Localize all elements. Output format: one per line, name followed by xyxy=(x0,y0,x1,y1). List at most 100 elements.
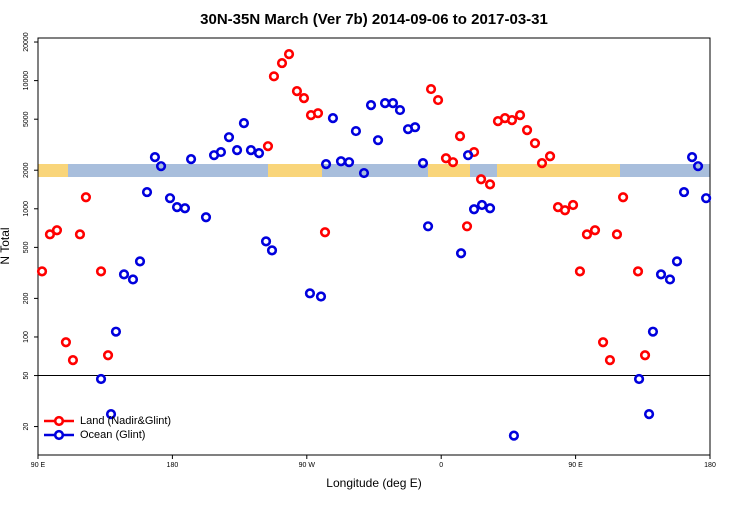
point xyxy=(574,266,586,277)
point xyxy=(664,274,676,285)
x-tick-label: 90 E xyxy=(31,462,46,469)
point xyxy=(604,355,616,366)
point xyxy=(655,269,667,280)
point xyxy=(350,125,362,137)
point xyxy=(639,350,651,361)
point xyxy=(315,291,327,302)
point xyxy=(617,192,629,203)
point xyxy=(475,174,487,185)
y-axis-label: N Total xyxy=(0,227,12,264)
point xyxy=(164,193,176,204)
point xyxy=(223,132,235,143)
point xyxy=(455,248,467,259)
point xyxy=(291,86,303,97)
x-axis-label: Longitude (deg E) xyxy=(326,476,421,490)
land-ocean-band xyxy=(38,164,710,177)
point xyxy=(276,57,288,69)
point xyxy=(320,159,332,170)
point xyxy=(611,229,623,240)
point xyxy=(508,430,520,441)
y-tick-label: 200 xyxy=(23,292,30,304)
point xyxy=(567,199,579,211)
point xyxy=(60,337,72,348)
point xyxy=(461,221,473,232)
x-tick-label: 180 xyxy=(167,462,179,469)
point xyxy=(51,225,63,236)
point xyxy=(238,118,250,129)
legend-label: Ocean (Glint) xyxy=(80,429,145,441)
point xyxy=(185,154,197,165)
point xyxy=(678,186,690,198)
point xyxy=(95,266,107,277)
y-tick-label: 50 xyxy=(23,372,30,380)
point xyxy=(432,94,444,106)
point xyxy=(312,108,324,119)
point xyxy=(425,83,437,95)
point xyxy=(74,229,86,240)
point xyxy=(484,179,496,190)
point xyxy=(372,135,384,146)
point xyxy=(597,337,609,348)
point xyxy=(343,157,355,168)
point xyxy=(67,355,79,366)
point xyxy=(632,266,644,277)
point xyxy=(468,204,480,215)
point xyxy=(141,186,153,198)
y-tick-label: 10000 xyxy=(23,71,30,91)
point xyxy=(44,229,56,240)
point xyxy=(149,152,161,163)
point xyxy=(692,161,704,172)
point xyxy=(529,138,541,149)
point xyxy=(179,203,191,214)
point xyxy=(118,269,130,280)
point xyxy=(200,212,212,223)
point xyxy=(476,199,488,211)
point xyxy=(484,203,496,214)
point xyxy=(253,147,265,159)
point xyxy=(536,158,548,169)
point xyxy=(260,236,272,247)
point xyxy=(105,409,117,420)
point xyxy=(245,144,257,156)
point xyxy=(647,326,659,337)
land-band xyxy=(428,164,470,177)
point xyxy=(110,326,122,337)
point xyxy=(102,350,114,361)
y-tick-label: 100 xyxy=(23,331,30,343)
y-tick-label: 20 xyxy=(23,423,30,431)
point xyxy=(671,256,683,267)
y-tick-label: 2000 xyxy=(23,162,30,178)
point xyxy=(95,373,107,385)
point xyxy=(304,288,316,299)
legend-marker xyxy=(53,415,65,427)
x-tick-label: 90 W xyxy=(299,462,316,469)
point xyxy=(134,256,146,267)
point xyxy=(454,131,466,142)
point xyxy=(701,193,712,204)
point xyxy=(417,158,429,169)
legend-label: Land (Nadir&Glint) xyxy=(80,415,171,427)
point xyxy=(358,167,370,179)
y-tick-label: 1000 xyxy=(23,201,30,217)
point xyxy=(589,225,601,236)
point xyxy=(231,144,243,156)
point xyxy=(387,98,399,109)
point xyxy=(514,110,526,121)
chart-title: 30N-35N March (Ver 7b) 2014-09-06 to 201… xyxy=(200,11,548,28)
point xyxy=(521,125,533,136)
point xyxy=(447,157,459,168)
point xyxy=(36,266,48,277)
point xyxy=(266,245,278,256)
point xyxy=(462,150,474,161)
plot-frame xyxy=(37,37,711,456)
point xyxy=(643,409,655,420)
land-band xyxy=(268,164,322,177)
point xyxy=(80,192,92,203)
point xyxy=(506,114,518,126)
x-tick-label: 0 xyxy=(439,462,443,469)
legend-marker xyxy=(53,429,65,441)
point xyxy=(319,227,331,238)
point xyxy=(155,161,167,172)
